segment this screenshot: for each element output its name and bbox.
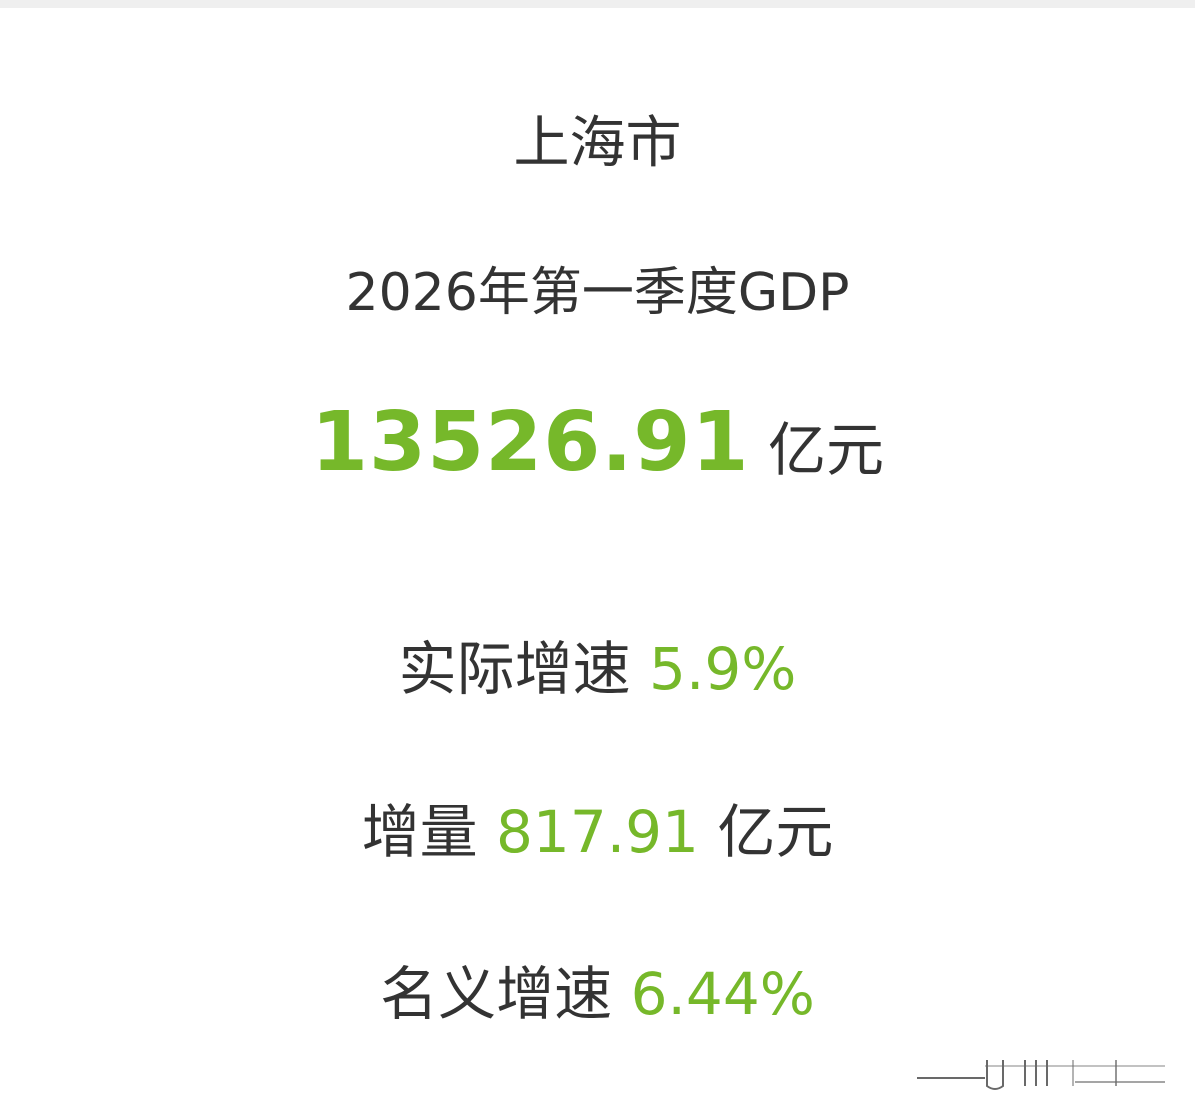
gdp-value: 13526.91: [311, 395, 750, 490]
real-growth-row: 实际增速 5.9%: [0, 622, 1195, 706]
stat-label: 增量: [361, 798, 478, 866]
gdp-total: 13526.91 亿元: [0, 395, 1195, 490]
stat-unit: 亿元: [717, 798, 834, 866]
subtitle: 2026年第一季度GDP: [345, 263, 850, 323]
stat-label: 名义增速: [380, 960, 613, 1028]
gdp-unit: 亿元: [767, 416, 884, 484]
stat-value: 5.9%: [649, 635, 797, 703]
nominal-growth-row: 名义增速 6.44%: [0, 947, 1195, 1031]
stat-label: 实际增速: [398, 635, 631, 703]
top-divider: [0, 0, 1195, 8]
watermark-logo: [917, 1060, 1165, 1090]
stat-value: 817.91: [496, 798, 699, 866]
region-title: 上海市: [513, 111, 682, 176]
stat-value: 6.44%: [630, 960, 815, 1028]
increment-row: 增量 817.91 亿元: [0, 785, 1195, 869]
